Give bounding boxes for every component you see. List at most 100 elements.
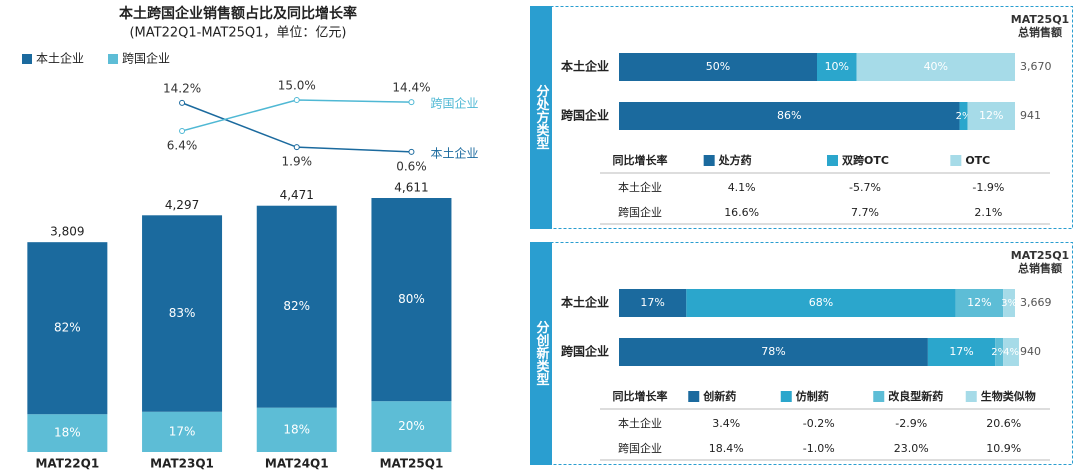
panel-title: 分创新类型	[534, 320, 551, 386]
growth-value: 23.0%	[894, 442, 929, 455]
bar-segment	[619, 289, 687, 317]
legend-swatch	[827, 155, 838, 166]
category-label: MAT23Q1	[150, 457, 214, 471]
growth-label: 1.9%	[282, 155, 313, 169]
category-label: 跨国企业	[561, 108, 609, 123]
segment-label: 10%	[825, 60, 849, 73]
legend-label: 创新药	[702, 389, 736, 403]
growth-value: -5.7%	[849, 181, 881, 194]
segment-label: 50%	[706, 60, 730, 73]
total-header: MAT25Q1	[1011, 249, 1069, 262]
row-label: 本土企业	[618, 416, 662, 430]
segment-label: 18%	[54, 426, 81, 440]
bar-segment	[686, 289, 956, 317]
segment-label: 18%	[283, 422, 310, 436]
panel-side	[530, 242, 552, 465]
total-label: 941	[1020, 109, 1041, 122]
bar-segment	[959, 102, 968, 130]
bar-segment	[619, 53, 817, 81]
table-header: 同比增长率	[613, 153, 668, 167]
segment-label: 17%	[640, 296, 664, 309]
legend-label: 处方药	[718, 153, 752, 167]
growth-value: 10.9%	[986, 442, 1021, 455]
growth-value: -1.0%	[803, 442, 835, 455]
total-header: 总销售额	[1018, 261, 1062, 275]
growth-label: 6.4%	[167, 138, 198, 152]
growth-label: 14.4%	[392, 81, 430, 95]
growth-value: 3.4%	[712, 417, 740, 430]
growth-value: 16.6%	[724, 206, 759, 219]
bar-segment	[256, 407, 337, 452]
growth-value: 18.4%	[709, 442, 744, 455]
legend-swatch	[703, 155, 715, 166]
category-label: MAT25Q1	[380, 457, 444, 471]
bar-segment	[955, 289, 1004, 317]
row-label: 跨国企业	[618, 441, 662, 455]
total-label: 3,809	[50, 225, 84, 239]
segment-label: 78%	[761, 345, 785, 358]
bar-segment	[371, 401, 452, 452]
bar-segment	[142, 411, 223, 452]
growth-value: -1.9%	[972, 181, 1004, 194]
growth-value: 4.1%	[728, 181, 756, 194]
table-header: 同比增长率	[613, 389, 668, 403]
legend-swatch	[780, 391, 792, 402]
total-label: 3,670	[1020, 60, 1052, 73]
chart-title: 本土跨国企业销售额占比及同比增长率	[119, 5, 357, 22]
line-series-label: 本土企业	[430, 145, 478, 160]
growth-value: -0.2%	[803, 417, 835, 430]
bar-segment	[927, 338, 996, 366]
segment-label: 2%	[956, 111, 972, 122]
segment-label: 17%	[169, 424, 196, 438]
line-series-label: 跨国企业	[430, 96, 478, 111]
legend-swatch	[22, 54, 32, 64]
chart-subtitle: (MAT22Q1-MAT25Q1，单位：亿元)	[129, 26, 346, 41]
legend-swatch	[688, 391, 700, 402]
bar-segment	[619, 102, 960, 130]
legend-label: 跨国企业	[122, 51, 170, 66]
growth-value: 20.6%	[986, 417, 1021, 430]
legend-label: 双跨OTC	[842, 153, 889, 167]
row-label: 本土企业	[618, 180, 662, 194]
total-label: 3,669	[1020, 296, 1052, 309]
segment-label: 12%	[979, 109, 1003, 122]
category-label: 本土企业	[561, 59, 609, 74]
bar-segment	[27, 242, 108, 415]
category-label: 本土企业	[561, 295, 609, 310]
legend-swatch	[873, 391, 885, 402]
growth-label: 14.2%	[163, 81, 201, 95]
bar-segment	[371, 198, 452, 402]
legend-swatch	[965, 391, 977, 402]
legend-label: 仿制药	[796, 389, 829, 403]
growth-value: -2.9%	[895, 417, 927, 430]
segment-label: 80%	[398, 292, 425, 306]
total-label: 4,297	[165, 198, 199, 212]
total-header: 总销售额	[1018, 25, 1062, 39]
bar-segment	[995, 338, 1004, 366]
category-label: MAT24Q1	[265, 457, 329, 471]
growth-point	[408, 99, 415, 106]
growth-point	[293, 144, 300, 151]
segment-label: 83%	[169, 306, 196, 320]
bar-segment	[256, 205, 337, 408]
growth-point	[293, 97, 300, 103]
growth-value: 7.7%	[851, 206, 879, 219]
panel-title: 分处方类型	[534, 84, 551, 150]
segment-label: 86%	[777, 109, 801, 122]
legend-swatch	[950, 155, 962, 166]
segment-label: 20%	[398, 419, 425, 433]
total-label: 940	[1020, 345, 1041, 358]
segment-label: 82%	[283, 299, 310, 313]
segment-label: 12%	[967, 296, 991, 309]
bar-segment	[817, 53, 857, 81]
segment-label: 40%	[924, 60, 948, 73]
total-label: 4,471	[280, 188, 314, 202]
bar-segment	[1003, 289, 1015, 317]
category-label: 跨国企业	[561, 344, 609, 359]
bar-segment	[1003, 338, 1019, 366]
legend-swatch	[108, 54, 118, 64]
row-label: 跨国企业	[618, 205, 662, 219]
bar-segment	[856, 53, 1015, 81]
segment-label: 17%	[949, 345, 973, 358]
